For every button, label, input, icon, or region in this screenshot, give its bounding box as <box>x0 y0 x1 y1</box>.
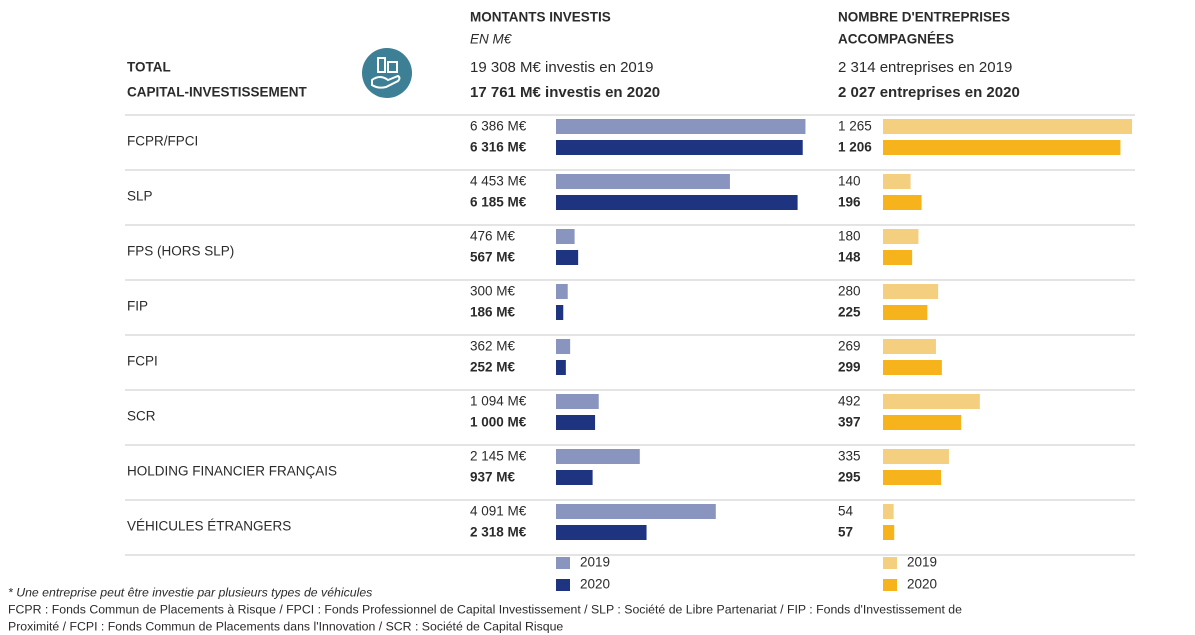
bar <box>883 339 936 354</box>
value-label: 492 <box>838 394 861 409</box>
value-label: 295 <box>838 470 861 485</box>
chart-title: CAPITAL-INVESTISSEMENT <box>127 85 308 100</box>
bar <box>883 394 980 409</box>
value-label: 937 M€ <box>470 470 516 485</box>
value-label: 225 <box>838 305 861 320</box>
bar <box>883 229 919 244</box>
value-label: 180 <box>838 229 861 244</box>
bar <box>556 470 593 485</box>
panel-title: NOMBRE D'ENTREPRISES <box>838 10 1010 25</box>
bar <box>883 195 922 210</box>
value-label: 280 <box>838 284 861 299</box>
panel-total: 2 314 entreprises en 2019 <box>838 59 1012 76</box>
value-label: 57 <box>838 525 853 540</box>
bar <box>556 394 599 409</box>
panel-title: ACCOMPAGNÉES <box>838 32 954 47</box>
value-label: 54 <box>838 504 854 519</box>
bar <box>556 305 564 320</box>
bar <box>883 470 942 485</box>
chart-title: TOTAL <box>127 60 171 75</box>
category-label: FPS (HORS SLP) <box>127 244 234 259</box>
value-label: 186 M€ <box>470 305 516 320</box>
category-label: FIP <box>127 299 148 314</box>
value-label: 6 185 M€ <box>470 195 527 210</box>
bar <box>556 174 730 189</box>
legend-swatch <box>883 579 897 591</box>
legend-swatch <box>883 557 897 569</box>
legend-swatch <box>556 557 570 569</box>
bar <box>556 525 647 540</box>
value-label: 397 <box>838 415 861 430</box>
panel-subtitle: EN M€ <box>470 32 513 47</box>
bar <box>883 449 949 464</box>
value-label: 252 M€ <box>470 360 516 375</box>
bar <box>556 140 803 155</box>
panel-total: 17 761 M€ investis en 2020 <box>470 84 660 101</box>
bar <box>883 360 942 375</box>
value-label: 269 <box>838 339 861 354</box>
bar <box>883 140 1121 155</box>
value-label: 6 386 M€ <box>470 119 527 134</box>
legend-swatch <box>556 579 570 591</box>
bar <box>556 119 806 134</box>
bar <box>883 525 895 540</box>
panel-title: MONTANTS INVESTIS <box>470 10 611 25</box>
footnote: FCPR : Fonds Commun de Placements à Risq… <box>8 602 962 616</box>
panel-total: 19 308 M€ investis en 2019 <box>470 59 653 76</box>
category-label: SCR <box>127 409 156 424</box>
value-label: 362 M€ <box>470 339 516 354</box>
legend-label: 2019 <box>907 555 937 570</box>
value-label: 2 318 M€ <box>470 525 527 540</box>
bar <box>556 284 568 299</box>
value-label: 4 091 M€ <box>470 504 527 519</box>
legend-label: 2019 <box>580 555 610 570</box>
value-label: 140 <box>838 174 861 189</box>
value-label: 4 453 M€ <box>470 174 527 189</box>
panel-total: 2 027 entreprises en 2020 <box>838 84 1020 101</box>
value-label: 1 000 M€ <box>470 415 527 430</box>
bar <box>883 174 911 189</box>
value-label: 476 M€ <box>470 229 516 244</box>
value-label: 196 <box>838 195 861 210</box>
bar <box>883 415 962 430</box>
footnote: * Une entreprise peut être investie par … <box>8 585 372 599</box>
category-label: VÉHICULES ÉTRANGERS <box>127 519 291 534</box>
value-label: 148 <box>838 250 861 265</box>
bar <box>556 504 716 519</box>
bar <box>883 284 939 299</box>
value-label: 300 M€ <box>470 284 516 299</box>
category-label: SLP <box>127 189 153 204</box>
value-label: 335 <box>838 449 861 464</box>
bar <box>883 119 1133 134</box>
category-label: HOLDING FINANCIER FRANÇAIS <box>127 464 337 479</box>
footnote: Proximité / FCPI : Fonds Commun de Place… <box>8 619 563 633</box>
bar <box>556 415 596 430</box>
value-label: 299 <box>838 360 861 375</box>
bar <box>556 229 575 244</box>
bar <box>883 305 928 320</box>
bar <box>556 449 640 464</box>
legend-label: 2020 <box>580 577 610 592</box>
value-label: 567 M€ <box>470 250 516 265</box>
bar <box>556 339 571 354</box>
legend-label: 2020 <box>907 577 937 592</box>
value-label: 1 094 M€ <box>470 394 527 409</box>
bar <box>556 195 798 210</box>
value-label: 6 316 M€ <box>470 140 527 155</box>
bar <box>883 504 894 519</box>
value-label: 1 206 <box>838 140 872 155</box>
category-label: FCPI <box>127 354 158 369</box>
category-label: FCPR/FPCI <box>127 134 198 149</box>
bar <box>883 250 913 265</box>
value-label: 1 265 <box>838 119 872 134</box>
icon <box>362 48 412 98</box>
bar <box>556 250 579 265</box>
bar <box>556 360 566 375</box>
value-label: 2 145 M€ <box>470 449 527 464</box>
